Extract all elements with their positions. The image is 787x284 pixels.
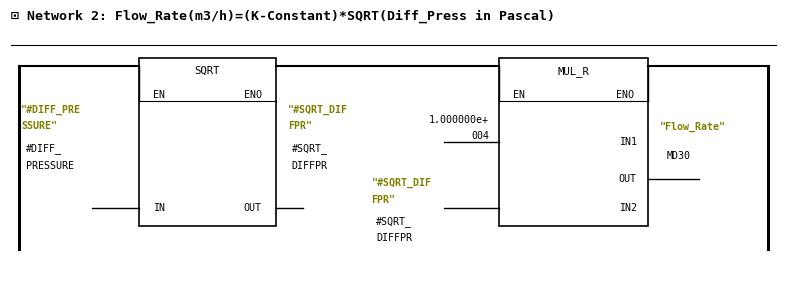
Text: "Flow_Rate": "Flow_Rate" (660, 122, 726, 132)
FancyBboxPatch shape (500, 58, 648, 226)
Text: "#DIFF_PRE: "#DIFF_PRE (21, 105, 81, 115)
Text: ⊡ Network 2: Flow_Rate(m3/h)=(K-Constant)*SQRT(Diff_Press in Pascal): ⊡ Network 2: Flow_Rate(m3/h)=(K-Constant… (11, 10, 555, 23)
Text: IN1: IN1 (619, 137, 637, 147)
Text: "#SQRT_DIF: "#SQRT_DIF (287, 105, 348, 115)
Text: 1.000000e+: 1.000000e+ (429, 114, 490, 124)
Text: PRESSURE: PRESSURE (27, 161, 75, 171)
Text: OUT: OUT (619, 174, 637, 184)
Text: 004: 004 (471, 131, 490, 141)
Text: MUL_R: MUL_R (558, 66, 589, 77)
Text: IN: IN (153, 203, 164, 213)
Text: #SQRT_: #SQRT_ (291, 144, 327, 154)
Text: #SQRT_: #SQRT_ (376, 216, 412, 227)
Text: EN: EN (513, 90, 526, 100)
Text: EN: EN (153, 90, 164, 100)
FancyBboxPatch shape (139, 58, 276, 226)
Text: "#SQRT_DIF: "#SQRT_DIF (371, 178, 431, 188)
Text: OUT: OUT (244, 203, 262, 213)
Text: DIFFPR: DIFFPR (376, 233, 412, 243)
Text: FPR": FPR" (287, 121, 312, 131)
Text: SSURE": SSURE" (21, 121, 57, 131)
Text: IN2: IN2 (619, 203, 637, 213)
Text: ENO: ENO (244, 90, 262, 100)
Text: #DIFF_: #DIFF_ (27, 144, 62, 154)
Text: ENO: ENO (616, 90, 634, 100)
Text: SQRT: SQRT (194, 66, 220, 76)
Text: FPR": FPR" (371, 195, 396, 205)
Text: MD30: MD30 (667, 151, 690, 161)
Text: DIFFPR: DIFFPR (291, 161, 327, 171)
